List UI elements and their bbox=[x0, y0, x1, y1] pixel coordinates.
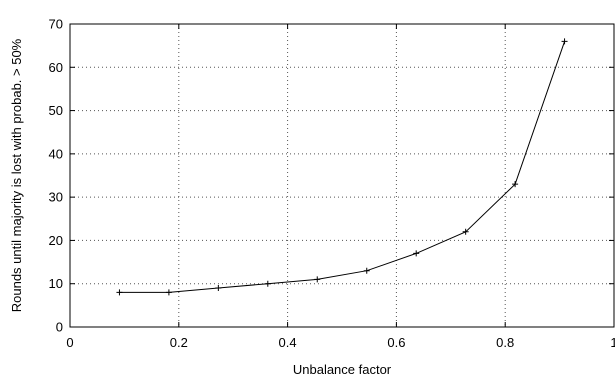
data-point-marker bbox=[363, 267, 370, 274]
data-point-marker bbox=[512, 181, 519, 188]
data-point-marker bbox=[314, 276, 321, 283]
y-tick-label: 40 bbox=[49, 146, 63, 161]
series-group bbox=[116, 38, 568, 296]
y-tick-label: 60 bbox=[49, 60, 63, 75]
grid-lines bbox=[70, 24, 614, 327]
data-point-marker bbox=[165, 289, 172, 296]
y-tick-label: 20 bbox=[49, 233, 63, 248]
y-tick-label: 70 bbox=[49, 17, 63, 32]
data-point-marker bbox=[215, 285, 222, 292]
x-tick-label: 1 bbox=[610, 335, 615, 350]
x-tick-label: 0 bbox=[66, 335, 73, 350]
y-tick-label: 30 bbox=[49, 190, 63, 205]
y-tick-label: 50 bbox=[49, 103, 63, 118]
data-point-marker bbox=[413, 250, 420, 257]
data-point-marker bbox=[116, 289, 123, 296]
x-tick-label: 0.8 bbox=[496, 335, 514, 350]
x-tick-label: 0.6 bbox=[387, 335, 405, 350]
x-tick-label: 0.4 bbox=[279, 335, 297, 350]
series-line bbox=[119, 41, 566, 293]
y-tick-label: 10 bbox=[49, 276, 63, 291]
data-point-marker bbox=[264, 280, 271, 287]
x-axis-label: Unbalance factor bbox=[293, 362, 392, 377]
plot-frame bbox=[69, 23, 615, 328]
y-tick-label: 0 bbox=[56, 320, 63, 335]
y-axis-label: Rounds until majority is lost with proba… bbox=[9, 38, 24, 312]
data-point-marker bbox=[561, 38, 568, 45]
x-tick-label: 0.2 bbox=[170, 335, 188, 350]
data-point-marker bbox=[462, 228, 469, 235]
